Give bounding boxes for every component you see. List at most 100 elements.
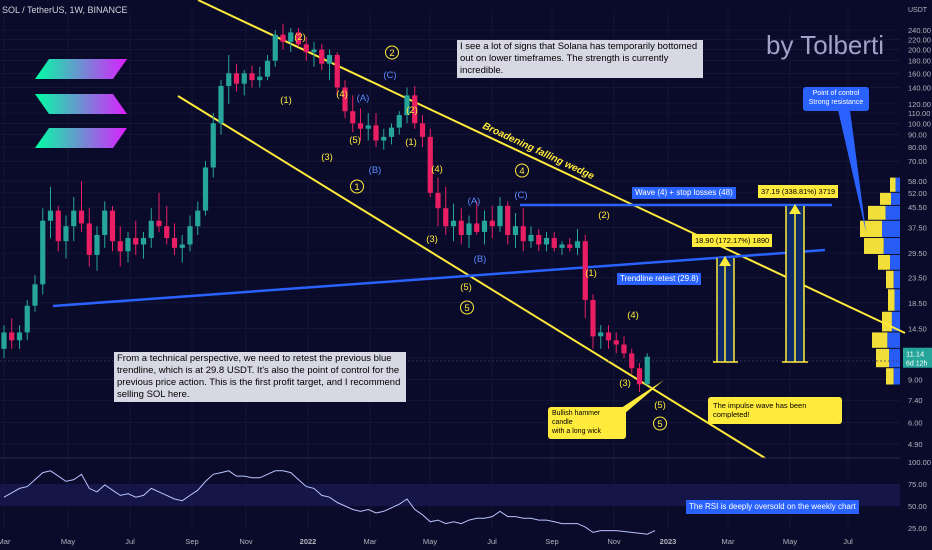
candle-body bbox=[40, 220, 46, 285]
candle-body bbox=[419, 123, 426, 137]
wave-label: (A) bbox=[468, 196, 481, 207]
wave-label: (4) bbox=[431, 164, 443, 175]
time-tick: Mar bbox=[722, 537, 735, 546]
wedge-lower-line bbox=[177, 95, 766, 459]
candle-body bbox=[295, 32, 302, 45]
volume-bar-up bbox=[868, 205, 886, 220]
wave-label: (B) bbox=[369, 165, 382, 176]
candle-body bbox=[1, 332, 7, 349]
price-tick: 14.50 bbox=[908, 325, 927, 334]
wave-label: (2) bbox=[406, 105, 418, 116]
candle-body bbox=[536, 234, 542, 245]
candle-body bbox=[280, 34, 286, 42]
rsi-tick: 75.00 bbox=[908, 480, 927, 489]
wave-label: (3) bbox=[321, 152, 333, 163]
time-tick: Jul bbox=[843, 537, 853, 546]
time-tick: Jul bbox=[125, 537, 135, 546]
price-tick: 100.00 bbox=[908, 119, 931, 128]
rsi-note: The RSI is deeply oversold on the weekly… bbox=[686, 500, 859, 514]
rsi-tick: 100.00 bbox=[908, 458, 931, 467]
candle-body bbox=[47, 210, 54, 221]
volume-bar-down bbox=[893, 368, 900, 385]
candle-body bbox=[590, 299, 596, 337]
candle-body bbox=[303, 44, 309, 53]
candle-body bbox=[427, 136, 433, 193]
candle-body bbox=[288, 32, 294, 42]
time-tick: May bbox=[783, 537, 797, 546]
candle-body bbox=[164, 226, 170, 239]
wave-label: 4 bbox=[519, 166, 524, 177]
retest-label: Trendline retest (29.8) bbox=[617, 273, 702, 285]
volume-bar-down bbox=[890, 254, 900, 270]
rsi-panel: 100.00 75.00 50.00 25.00 bbox=[0, 457, 931, 535]
candle-body bbox=[24, 305, 30, 333]
price-tick: 52.00 bbox=[908, 189, 927, 198]
candle-body bbox=[388, 127, 395, 137]
volume-bar-down bbox=[889, 348, 900, 368]
time-tick: Sep bbox=[545, 537, 558, 546]
hammer-note: Bullish hammer candle with a long wick bbox=[548, 407, 626, 440]
candle-body bbox=[598, 332, 604, 337]
currency-label: USDT bbox=[908, 7, 928, 14]
candle-body bbox=[140, 238, 147, 245]
candle-body bbox=[644, 356, 650, 385]
volume-bar-down bbox=[891, 192, 900, 205]
wave-label: (4) bbox=[336, 89, 348, 100]
candle-body bbox=[629, 353, 635, 369]
candle-body bbox=[559, 244, 565, 248]
candle-body bbox=[102, 210, 108, 235]
time-tick: May bbox=[61, 537, 75, 546]
candle-body bbox=[582, 241, 588, 300]
volume-bar-up bbox=[860, 220, 882, 238]
volume-bar-up bbox=[880, 192, 891, 205]
impulse-note: The impulse wave has been completed! bbox=[708, 397, 842, 424]
volume-bar-up bbox=[890, 177, 896, 192]
volume-bar-down bbox=[882, 220, 900, 238]
time-tick: Mar bbox=[0, 537, 11, 546]
volume-profile bbox=[860, 177, 900, 385]
candle-body bbox=[94, 234, 100, 255]
solana-logo bbox=[35, 59, 127, 148]
time-tick: Sep bbox=[185, 537, 198, 546]
wave-label: (2) bbox=[294, 32, 306, 43]
candle-body bbox=[16, 332, 23, 341]
price-tick: 110.00 bbox=[908, 109, 930, 118]
candle-body bbox=[636, 368, 643, 385]
time-axis: Mar May Jul Sep Nov 2022 Mar May Jul Sep Nov 2023 Ma… bbox=[0, 537, 853, 546]
hammer-pointer bbox=[618, 380, 664, 414]
time-tick: 2022 bbox=[300, 537, 317, 546]
candles bbox=[1, 23, 650, 392]
note-top: I see a lot of signs that Solana has tem… bbox=[457, 40, 703, 78]
candle-body bbox=[567, 244, 573, 248]
wave-label: (1) bbox=[280, 95, 292, 106]
volume-bar-down bbox=[887, 332, 900, 348]
time-tick: Mar bbox=[364, 537, 377, 546]
candle-body bbox=[381, 136, 387, 141]
current-price-badge bbox=[903, 347, 932, 368]
price-tick: 4.90 bbox=[908, 440, 923, 449]
price-tick: 240.00 bbox=[908, 26, 931, 35]
candle-body bbox=[171, 238, 178, 248]
wave-label: (3) bbox=[426, 234, 438, 245]
candle-body bbox=[78, 210, 85, 224]
time-tick: Jul bbox=[487, 537, 497, 546]
candle-body bbox=[505, 205, 511, 235]
candle-body bbox=[86, 223, 92, 255]
candle-body bbox=[396, 115, 402, 128]
price-tick: 9.00 bbox=[908, 375, 923, 384]
candle-body bbox=[202, 167, 209, 211]
support-trendline bbox=[52, 248, 826, 308]
price-tick: 29.50 bbox=[908, 249, 927, 258]
wave-label: (4) bbox=[627, 310, 639, 321]
candle-body bbox=[365, 125, 371, 129]
candle-body bbox=[257, 76, 263, 81]
poc-pointer bbox=[838, 110, 866, 232]
volume-bar-up bbox=[872, 332, 888, 348]
candle-body bbox=[264, 60, 271, 77]
volume-bar-up bbox=[864, 238, 884, 254]
wave-label: (C) bbox=[383, 70, 396, 81]
candle-body bbox=[249, 73, 255, 81]
candle-body bbox=[466, 223, 472, 235]
wave-circle bbox=[653, 416, 667, 431]
